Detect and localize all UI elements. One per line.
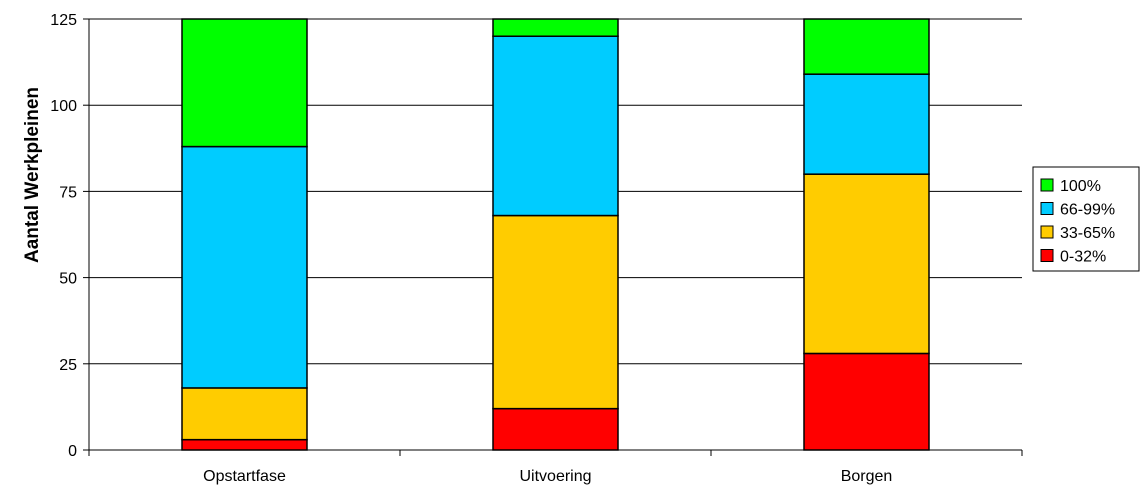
bar-segment (181, 387, 308, 441)
bar-segment (803, 18, 930, 75)
y-tick-label: 0 (68, 443, 77, 460)
legend-swatch (1040, 225, 1054, 239)
bar-segment (181, 18, 308, 148)
x-tick-label: Opstartfase (203, 468, 286, 485)
bar-segment (803, 173, 930, 355)
bar-segment (492, 214, 619, 410)
y-tick-label: 125 (50, 12, 77, 29)
bars (181, 18, 930, 451)
legend: 100% 66-99% 33-65% 0-32% (1032, 166, 1140, 272)
legend-swatch (1040, 202, 1054, 215)
legend-label: 66-99% (1060, 202, 1115, 219)
legend-label: 33-65% (1060, 225, 1115, 242)
legend-swatch (1040, 178, 1054, 192)
bar-segment (181, 438, 308, 451)
bar-segment (181, 145, 308, 389)
x-tick-label: Borgen (841, 468, 893, 485)
bar-segment (492, 18, 619, 37)
legend-label: 0-32% (1060, 249, 1106, 266)
y-axis-label: Aantal Werkpleinen (22, 87, 43, 263)
y-tick-label: 50 (59, 271, 77, 288)
bar-segment (803, 352, 930, 451)
x-tick-labels: Opstartfase Uitvoering Borgen (203, 468, 892, 485)
legend-swatch (1040, 249, 1054, 262)
y-tick-label: 25 (59, 357, 77, 374)
y-tick-label: 100 (50, 98, 77, 115)
bar-segment (492, 35, 619, 217)
bar-segment (803, 73, 930, 175)
x-tick-label: Uitvoering (519, 468, 591, 485)
y-tick-label: 75 (59, 184, 77, 201)
legend-label: 100% (1060, 178, 1101, 195)
axes (83, 18, 1023, 456)
y-tick-labels: 0 25 50 75 100 125 (50, 12, 77, 460)
bar-segment (492, 407, 619, 451)
